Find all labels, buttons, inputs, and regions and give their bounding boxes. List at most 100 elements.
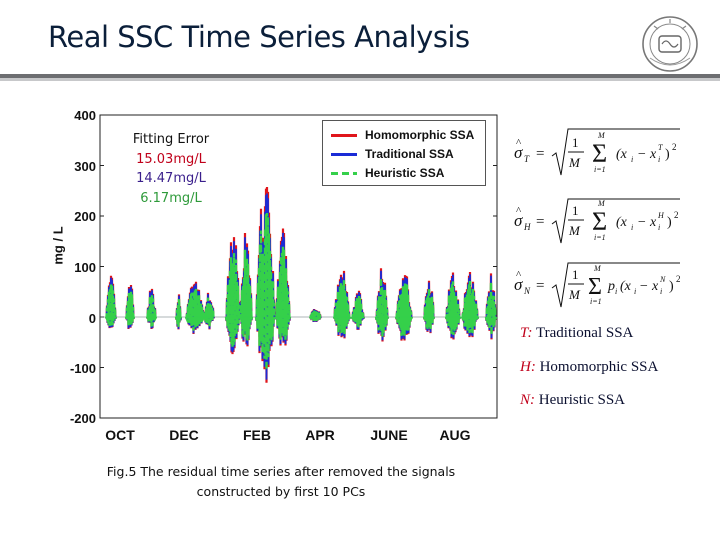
formula-sigma-h: σ ^ H = 1 M Σ M i=1 (x i − x H i ) 2 bbox=[514, 198, 680, 244]
svg-text:i: i bbox=[631, 155, 633, 164]
svg-text:): ) bbox=[669, 279, 674, 294]
svg-text:i=1: i=1 bbox=[594, 165, 606, 174]
fitting-error-block: Fitting Error 15.03mg/L 14.47mg/L 6.17mg… bbox=[128, 130, 214, 208]
definition-symbol: N: bbox=[520, 392, 535, 408]
svg-text:=: = bbox=[536, 146, 544, 162]
svg-text:^: ^ bbox=[516, 205, 522, 217]
fitting-error-heading: Fitting Error bbox=[132, 132, 210, 147]
svg-text:M: M bbox=[568, 155, 581, 170]
x-tick-label: AUG bbox=[439, 427, 471, 443]
svg-text:Σ: Σ bbox=[588, 274, 602, 300]
x-tick-label: DEC bbox=[169, 427, 199, 443]
caption-line-1: Fig.5 The residual time series after rem… bbox=[106, 464, 456, 479]
series-line-heuristic-ssa bbox=[460, 280, 480, 334]
legend-item-traditional: Traditional SSA bbox=[331, 146, 454, 162]
svg-text:T: T bbox=[524, 154, 530, 164]
x-tick-label: APR bbox=[305, 427, 335, 443]
svg-text:− x: − x bbox=[637, 147, 657, 162]
y-tick-label: 400 bbox=[74, 108, 96, 123]
svg-text:T: T bbox=[658, 143, 663, 152]
svg-text:M: M bbox=[597, 131, 606, 140]
formula-sigma-n: σ ^ N = 1 M Σ M i=1 p i (x i − x N i ) 2 bbox=[514, 262, 681, 308]
y-tick-label: 300 bbox=[74, 159, 96, 174]
svg-text:H: H bbox=[523, 222, 531, 232]
svg-text:σ: σ bbox=[514, 275, 523, 294]
svg-text:i=1: i=1 bbox=[594, 233, 606, 242]
svg-text:2: 2 bbox=[676, 274, 681, 284]
svg-text:=: = bbox=[536, 214, 544, 230]
series-line-heuristic-ssa bbox=[104, 283, 118, 326]
series-line-heuristic-ssa bbox=[332, 280, 352, 335]
svg-text:i: i bbox=[660, 287, 662, 296]
series-line-heuristic-ssa bbox=[274, 246, 292, 340]
definition-text: Homomorphic SSA bbox=[535, 359, 659, 375]
legend-label: Heuristic SSA bbox=[365, 166, 445, 180]
svg-text:): ) bbox=[667, 215, 672, 230]
formula-sigma-t: σ ^ T = 1 M Σ M i=1 (x i − x T i ) 2 bbox=[514, 128, 680, 176]
fitting-error-heuristic: 6.17mg/L bbox=[140, 190, 202, 206]
series-line-heuristic-ssa bbox=[350, 295, 366, 328]
figure-caption: Fig.5 The residual time series after rem… bbox=[76, 462, 486, 502]
svg-text:− x: − x bbox=[637, 215, 657, 230]
svg-text:(x: (x bbox=[620, 279, 632, 294]
svg-text:1: 1 bbox=[572, 203, 579, 218]
svg-text:− x: − x bbox=[639, 279, 659, 294]
series-line-heuristic-ssa bbox=[484, 282, 498, 336]
svg-text:N: N bbox=[523, 286, 531, 296]
definition-text: Heuristic SSA bbox=[535, 392, 625, 408]
series-line-heuristic-ssa bbox=[444, 281, 462, 336]
svg-text:Σ: Σ bbox=[592, 139, 607, 168]
svg-text:1: 1 bbox=[572, 135, 579, 150]
x-tick-label: FEB bbox=[243, 427, 271, 443]
legend-label: Homomorphic SSA bbox=[365, 128, 475, 142]
legend-label: Traditional SSA bbox=[365, 147, 454, 161]
svg-text:M: M bbox=[568, 223, 581, 238]
slide-title: Real SSC Time Series Analysis bbox=[48, 20, 470, 54]
svg-text:p: p bbox=[607, 279, 615, 294]
svg-text:1: 1 bbox=[572, 267, 579, 282]
series-line-heuristic-ssa bbox=[309, 310, 322, 322]
svg-text:i: i bbox=[658, 155, 660, 164]
definition-heuristic: N: Heuristic SSA bbox=[520, 392, 625, 409]
legend-swatch-homomorphic bbox=[331, 133, 357, 137]
y-tick-label: -200 bbox=[69, 411, 96, 426]
svg-text:i: i bbox=[631, 223, 633, 232]
y-tick-label: 100 bbox=[74, 260, 96, 275]
svg-text:H: H bbox=[657, 211, 665, 220]
fitting-error-traditional: 14.47mg/L bbox=[136, 171, 206, 186]
svg-text:^: ^ bbox=[516, 269, 522, 281]
series-line-heuristic-ssa bbox=[124, 291, 136, 327]
caption-line-2: constructed by first 10 PCs bbox=[196, 484, 366, 499]
x-tick-label: OCT bbox=[105, 427, 135, 443]
svg-text:i: i bbox=[658, 223, 660, 232]
svg-text:(x: (x bbox=[616, 147, 628, 162]
university-seal-logo bbox=[642, 16, 698, 72]
definition-symbol: H: bbox=[520, 359, 536, 375]
svg-text:M: M bbox=[593, 264, 602, 273]
definition-text: Traditional SSA bbox=[532, 325, 634, 341]
svg-text:σ: σ bbox=[514, 211, 523, 230]
series-line-heuristic-ssa bbox=[238, 249, 254, 341]
title-divider bbox=[0, 74, 720, 78]
legend-swatch-heuristic bbox=[331, 171, 357, 175]
series-line-heuristic-ssa bbox=[374, 278, 390, 337]
svg-text:M: M bbox=[568, 287, 581, 302]
series-line-heuristic-ssa bbox=[254, 212, 277, 370]
definition-traditional: T: Traditional SSA bbox=[520, 325, 633, 342]
svg-text:i: i bbox=[615, 287, 617, 296]
svg-text:σ: σ bbox=[514, 143, 523, 162]
svg-text:): ) bbox=[665, 147, 670, 162]
title-divider-shadow bbox=[0, 78, 720, 81]
svg-text:2: 2 bbox=[674, 210, 679, 220]
definition-symbol: T: bbox=[520, 325, 533, 341]
y-tick-label: 0 bbox=[88, 311, 96, 326]
svg-text:=: = bbox=[536, 278, 544, 294]
series-line-heuristic-ssa bbox=[203, 297, 216, 327]
fitting-error-homomorphic: 15.03mg/L bbox=[136, 151, 206, 167]
series-line-heuristic-ssa bbox=[224, 253, 242, 347]
series-line-heuristic-ssa bbox=[145, 294, 158, 327]
series-line-heuristic-ssa bbox=[422, 287, 436, 330]
series-line-heuristic-ssa bbox=[174, 298, 183, 327]
svg-text:Σ: Σ bbox=[592, 207, 607, 236]
